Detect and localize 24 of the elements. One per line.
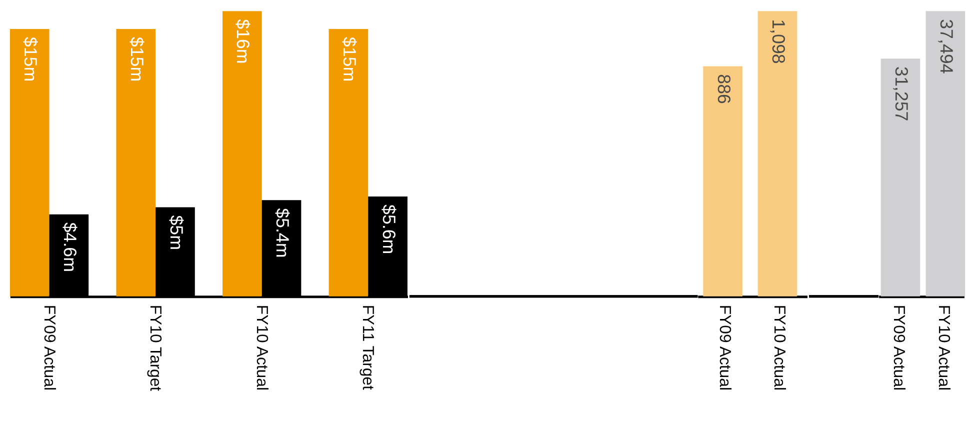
data-label: 1,098 <box>768 19 788 64</box>
bar <box>10 28 50 296</box>
data-label: $5.6m <box>378 204 399 254</box>
x-tick-label: FY09 Actual <box>716 304 734 391</box>
x-tick-label: FY10 Actual <box>252 304 270 391</box>
x-tick-label: FY09 Actual <box>890 304 907 391</box>
x-tick-label: FY10 Actual <box>934 304 952 391</box>
bar <box>222 11 262 296</box>
x-tick-label: FY11 Target <box>359 304 376 391</box>
data-label: 886 <box>714 74 734 104</box>
bar <box>116 28 156 296</box>
data-label: $5.4m <box>272 208 293 258</box>
data-label: $15m <box>20 36 41 82</box>
x-tick-label: FY10 Actual <box>770 304 788 391</box>
bar <box>328 28 368 296</box>
data-label: $16m <box>233 19 254 64</box>
data-label: $15m <box>340 36 360 82</box>
data-label: $4.6m <box>60 222 80 272</box>
data-label: $5m <box>166 215 186 250</box>
data-label: $15m <box>126 36 147 82</box>
data-label: 37,494 <box>936 19 956 74</box>
x-tick-label: FY10 Target <box>146 304 164 392</box>
data-label: 31,257 <box>891 66 912 122</box>
x-tick-label: FY09 Actual <box>40 304 58 391</box>
